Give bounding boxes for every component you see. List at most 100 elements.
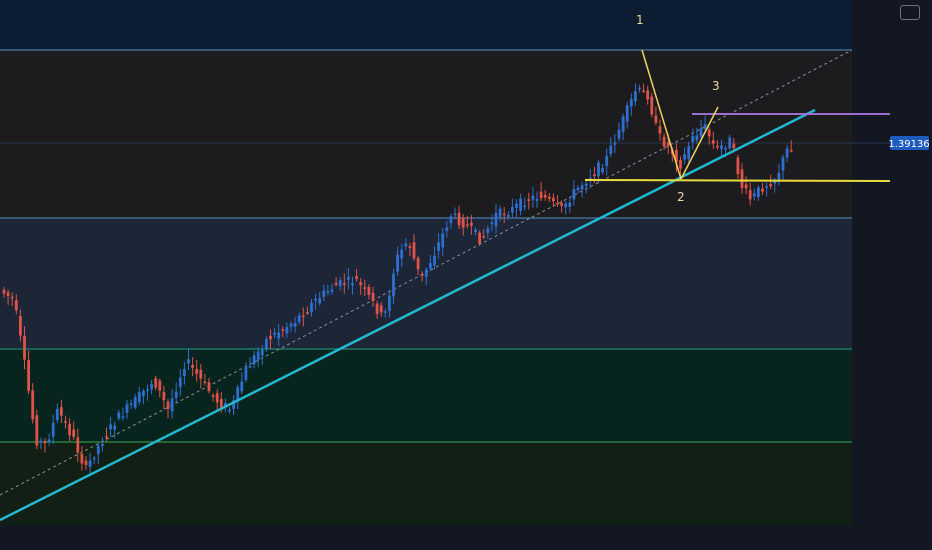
candle-body: [752, 193, 756, 197]
candle-body: [170, 398, 174, 412]
candle-body: [707, 129, 711, 137]
candle-body: [470, 222, 473, 226]
candle-body: [64, 421, 67, 423]
candle-body: [437, 242, 440, 251]
candle-body: [158, 380, 162, 391]
candle-body: [125, 404, 129, 413]
candle-body: [121, 416, 125, 418]
candle-body: [609, 145, 613, 155]
candle-body: [740, 169, 744, 188]
candle-body: [375, 303, 379, 314]
candle-body: [408, 246, 412, 249]
candle-body: [318, 298, 322, 304]
candle-body: [675, 149, 678, 163]
zone-dark: [0, 50, 852, 218]
candle-body: [461, 217, 465, 228]
candle-body: [96, 445, 100, 455]
candle-body: [228, 409, 231, 412]
candle-body: [355, 276, 358, 280]
candle-body: [605, 155, 609, 167]
candle-body: [142, 390, 145, 397]
candle-body: [371, 292, 375, 301]
candle-body: [687, 146, 691, 160]
candle-body: [716, 145, 719, 148]
candle-body: [117, 412, 121, 419]
candle-body: [572, 189, 576, 200]
candle-body: [88, 460, 92, 467]
candle-body: [629, 98, 633, 107]
candle-body: [519, 198, 522, 211]
candle-body: [642, 90, 645, 92]
candle-body: [330, 289, 334, 292]
candle-body: [379, 305, 383, 313]
candle-body: [351, 283, 354, 286]
candle-body: [564, 203, 568, 208]
candle-body: [576, 187, 580, 191]
candle-body: [129, 403, 133, 405]
candle-body: [543, 194, 547, 198]
candle-body: [338, 279, 342, 287]
candle-body: [568, 202, 572, 208]
candle-body: [47, 439, 51, 442]
candle-body: [506, 214, 510, 217]
candle-body: [453, 213, 457, 216]
candle-body: [584, 183, 588, 186]
candle-body: [711, 140, 715, 144]
candle-body: [6, 292, 10, 296]
candle-body: [556, 202, 559, 205]
candle-body: [183, 369, 186, 377]
candle-body: [347, 276, 350, 280]
candle-body: [281, 329, 285, 331]
candle-body: [769, 183, 773, 187]
candle-body: [322, 290, 326, 297]
candle-body: [285, 327, 289, 334]
candle-body: [2, 289, 6, 294]
price-tag-label: 1.39136: [888, 139, 929, 150]
candle-body: [187, 359, 190, 364]
candle-body: [150, 383, 153, 390]
candle-body: [523, 205, 527, 208]
candle-body: [154, 378, 158, 388]
menu-button[interactable]: [900, 5, 920, 20]
candle-body: [396, 254, 399, 272]
candle-body: [265, 338, 268, 349]
candle-body: [621, 116, 625, 132]
candle-body: [777, 172, 781, 181]
candle-body: [691, 135, 695, 142]
candle-body: [306, 312, 309, 314]
wave-line-1-2[interactable]: [641, 49, 682, 180]
candle-body: [297, 315, 301, 322]
candle-body: [478, 232, 481, 244]
wave-line-2-3[interactable]: [680, 106, 719, 180]
candle-body: [441, 233, 445, 248]
candle-body: [654, 115, 658, 123]
candle-body: [293, 322, 297, 327]
candle-body: [60, 407, 63, 416]
candle-body: [445, 227, 449, 231]
candle-body: [560, 203, 563, 206]
candle-body: [465, 224, 469, 227]
candle-body: [256, 351, 260, 361]
candle-body: [76, 437, 80, 453]
candle-body: [146, 389, 149, 392]
candle-body: [789, 150, 793, 152]
candle-body: [367, 287, 371, 295]
candle-body: [457, 212, 461, 226]
candle-body: [699, 128, 703, 137]
candle-body: [10, 296, 14, 299]
candle-body: [289, 323, 293, 327]
candle-body: [724, 147, 727, 150]
support-line[interactable]: [584, 179, 891, 182]
candle-body: [244, 367, 248, 380]
candle-body: [744, 184, 748, 189]
candle-body: [310, 302, 313, 313]
candle-body: [39, 440, 43, 443]
candle-body: [68, 423, 71, 436]
candle-body: [785, 148, 789, 158]
candle-body: [19, 316, 22, 336]
candle-body: [211, 395, 215, 397]
candle-body: [502, 213, 506, 216]
trendline[interactable]: [0, 108, 816, 522]
candle-body: [162, 392, 166, 401]
